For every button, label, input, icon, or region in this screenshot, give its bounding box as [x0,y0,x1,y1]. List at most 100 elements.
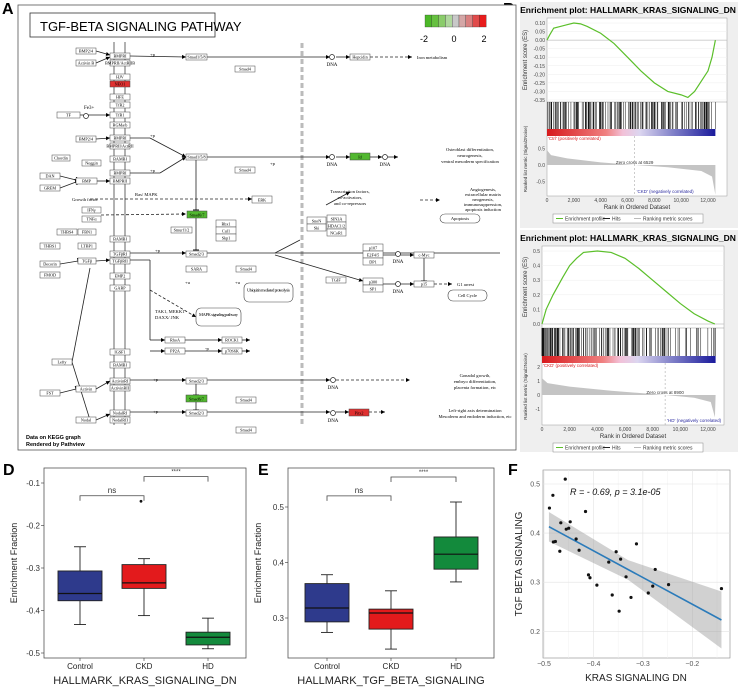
data-point [586,573,591,577]
y-tick-label: 0.2 [530,629,540,636]
gene-box [185,409,208,417]
gene-label: BMP2/4 [79,137,94,142]
gene-node: IFNγ [81,206,102,214]
legend-swatch [424,14,432,28]
gene-label: BMPRII [113,179,128,184]
legend-tick: -2 [420,34,428,44]
gene-box [109,177,131,185]
metric-tick-label: -1 [536,407,541,413]
gene-label: EMP2 [115,274,126,279]
gene-label: GARP [114,286,126,291]
gene-box [235,265,257,273]
y-tick-label: -0.2 [26,522,40,531]
pathway-edge [149,137,187,158]
data-point [583,509,588,514]
x-axis-label: HALLMARK_TGF_BETA_SIGNALING [297,675,484,687]
gene-box [109,169,131,177]
gene-label: PP2A [170,349,180,354]
gene-label: Rbx1 [221,222,230,227]
es-tick-label: -0.35 [534,98,546,104]
gene-box [185,377,208,385]
gene-label: BMP2/4 [79,49,94,54]
data-point [574,537,578,541]
iron-circle [83,113,89,119]
negative-label: 'CKD' (negatively correlated) [637,189,694,194]
y-axis-label: Enrichment Fraction [9,523,19,604]
es-tick-label: 0.2 [533,293,540,299]
data-point [624,575,628,579]
gene-node: BAMBI [109,155,131,163]
pathway-map-link [195,307,242,327]
gene-node: Smad6/7 [185,394,208,403]
gsea-panel-c: Enrichment plot: HALLMARK_KRAS_SIGNALING… [520,230,738,453]
x-tick-label: CKD [136,662,153,671]
gene-label: ROCK1 [225,338,239,343]
gsea-panel-b: Enrichment plot: HALLMARK_KRAS_SIGNALING… [520,2,738,228]
y-axis-label: Enrichment score (ES) [523,257,529,317]
gene-label: Noggin [85,161,98,166]
gene-box [109,80,131,88]
gene-node: BMPRII/ActRII [106,142,134,150]
gene-box [362,257,384,266]
es-tick-label: 0.05 [535,30,545,36]
pathway-edge [95,380,111,390]
legend-label: Hits [612,217,621,223]
gene-label: SP1 [370,287,377,292]
positive-label: 'CKD' (positively correlated) [543,363,599,368]
gene-node: ActivinRII [109,384,131,392]
gene-label: IGSF1 [114,350,125,355]
x-tick-label: 12,000 [700,427,716,433]
gene-box [109,409,131,417]
gene-label: Smad1/5/8 [187,55,205,60]
legend-label: Enrichment profile [565,446,606,452]
gene-label: DP1 [369,260,376,265]
legend-swatch [458,14,466,28]
gene-label: TfR1 [116,113,125,118]
gene-label: BMP [82,179,92,184]
gene-node: Decorin [39,260,61,268]
pathway-annotation: neogenesis, [472,197,493,203]
data-point [629,595,633,600]
gene-node: p300 [362,277,384,286]
gene-label: Nodal [81,418,92,423]
gene-node: Ski [306,223,327,232]
data-point [553,539,557,544]
data-point [719,586,724,591]
data-point [559,521,563,525]
x-tick-label: 2,000 [563,427,576,433]
legend-swatch [445,14,453,28]
pathway-edge [149,289,197,318]
gene-label: RhoA [170,338,180,343]
gene-node: PP2A [164,347,186,355]
x-tick-label: 0 [546,198,549,204]
es-tick-label: 0.00 [535,38,545,44]
gene-label: Smad2/3 [189,411,204,416]
gene-label: TGFβRI [113,252,128,257]
box-control [57,570,103,602]
pathway-edge [274,239,301,254]
gene-box [348,408,370,417]
gene-label: HFE [116,95,124,100]
pathway-edge [59,178,78,189]
gene-node: DAN [39,172,61,180]
gene-box [109,101,131,109]
gene-node: Noggin [81,159,102,167]
positive-label: 'Ctrl' (positively correlated) [548,136,601,141]
gene-box [251,195,273,204]
gene-box [75,59,97,67]
pathway-annotation: placenta formation, etc [454,385,496,391]
gene-box [170,226,193,234]
pathway-annotation: DAXX/ JNK [155,315,180,320]
gene-node: Cul1 [215,226,237,235]
pathway-map-link [447,289,488,302]
pathway-annotation: Gonadal growth, [460,373,491,379]
gene-box [185,250,208,258]
x-tick-label: Control [67,662,93,671]
gene-box [39,184,61,192]
data-point [614,550,618,554]
gene-label: Id [358,155,362,160]
phosphorylation-label: +p [153,377,159,382]
pathway-annotation: Mesoderm and endoderm induction, etc [438,414,511,420]
gene-node: Smad4 [235,396,257,404]
gene-node: BMPRII/ActRIIB [105,59,135,67]
